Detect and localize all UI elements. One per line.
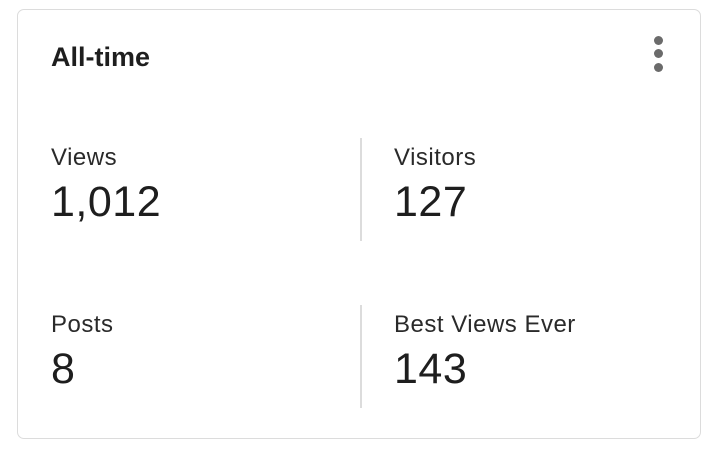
stat-value: 127	[394, 178, 468, 226]
stat-label: Visitors	[394, 144, 477, 171]
column-divider	[360, 138, 362, 241]
column-divider	[360, 305, 362, 408]
stat-label: Views	[51, 144, 118, 171]
stat-best-views-ever: Best Views Ever 143	[394, 311, 576, 394]
stat-views: Views 1,012	[51, 144, 161, 227]
menu-dot	[654, 49, 663, 58]
stat-value: 143	[394, 345, 468, 393]
stat-visitors: Visitors 127	[394, 144, 476, 227]
menu-dot	[654, 36, 663, 45]
stat-label: Best Views Ever	[394, 311, 576, 338]
stat-value: 1,012	[51, 178, 162, 226]
stat-value: 8	[51, 345, 76, 393]
stat-label: Posts	[51, 311, 114, 338]
all-time-stats-card: All-time Views 1,012 Visitors 127 Posts …	[17, 9, 701, 439]
card-title: All-time	[51, 42, 151, 72]
stat-posts: Posts 8	[51, 311, 114, 394]
more-vertical-icon[interactable]	[648, 34, 668, 74]
menu-dot	[654, 63, 663, 72]
